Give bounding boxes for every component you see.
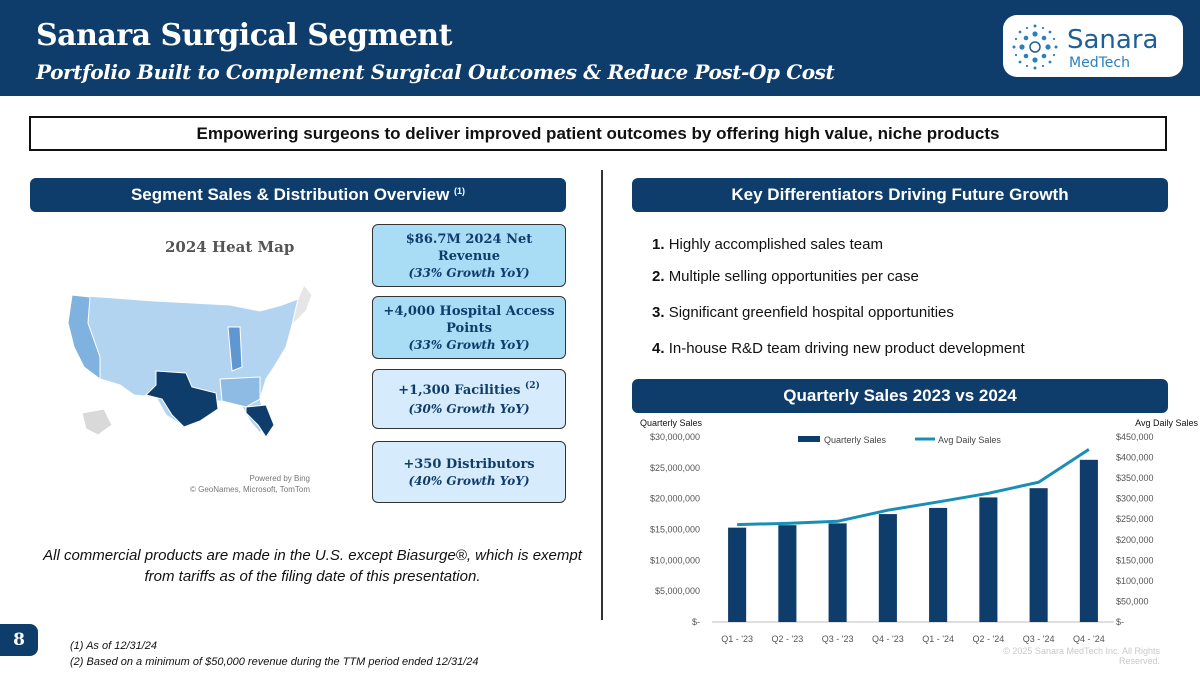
differentiator-4-num: 4. (652, 340, 665, 357)
y-tick-right: $200,000 (1116, 535, 1154, 545)
section-header-chart: Quarterly Sales 2023 vs 2024 (632, 379, 1168, 413)
y-tick-right: $100,000 (1116, 576, 1154, 586)
y-tick-left: $5,000,000 (655, 586, 700, 596)
y-tick-left: $20,000,000 (650, 494, 700, 504)
differentiator-4-text: In-house R&D team driving new product de… (668, 340, 1025, 357)
y-tick-right: $250,000 (1116, 514, 1154, 524)
page-title: Sanara Surgical Segment (36, 18, 452, 53)
x-tick-label: Q4 - '24 (1073, 634, 1105, 644)
map-credit-sources: © GeoNames, Microsoft, TomTom (190, 485, 310, 494)
map-northeast-low (291, 284, 313, 327)
bar-quarterly-sales (728, 527, 747, 622)
x-tick-label: Q1 - '23 (721, 634, 753, 644)
map-midwest-high (227, 326, 243, 372)
map-alaska (81, 408, 113, 436)
bar-quarterly-sales (929, 507, 948, 622)
stat-facilities-footnote: (2) (525, 381, 540, 391)
y-tick-left: $- (692, 617, 700, 627)
bar-quarterly-sales (878, 514, 897, 622)
company-logo: Sanara MedTech (1003, 15, 1183, 77)
y-tick-right: $450,000 (1116, 432, 1154, 442)
stat-hospital-access: +4,000 Hospital Access Points (33% Growt… (372, 296, 566, 359)
y-axis-right-label: Avg Daily Sales (1135, 418, 1198, 428)
y-tick-right: $50,000 (1116, 596, 1149, 606)
stat-hospital-access-growth: (33% Growth YoY) (408, 338, 530, 352)
differentiator-3: 3. Significant greenfield hospital oppor… (652, 304, 954, 321)
map-southeast-mid (219, 376, 261, 408)
differentiator-2-num: 2. (652, 268, 665, 285)
stat-hospital-access-value: +4,000 Hospital Access Points (383, 304, 555, 336)
us-heat-map (67, 284, 313, 438)
header-bar: Sanara Surgical Segment Portfolio Built … (0, 0, 1200, 96)
differentiator-3-num: 3. (652, 304, 665, 321)
differentiator-1-text: Highly accomplished sales team (668, 236, 883, 253)
y-tick-right: $350,000 (1116, 473, 1154, 483)
stat-net-revenue-value: $86.7M 2024 Net Revenue (405, 232, 533, 264)
page-number: 8 (0, 624, 38, 656)
stat-facilities: +1,300 Facilities (2) (30% Growth YoY) (372, 369, 566, 429)
line-avg-daily-sales (737, 448, 1090, 527)
legend-swatch-quarterly-sales (798, 436, 820, 442)
logo-sub: MedTech (1069, 55, 1130, 71)
stat-net-revenue-growth: (33% Growth YoY) (408, 266, 530, 280)
footnote-1: (1) As of 12/31/24 (70, 640, 158, 652)
bar-quarterly-sales (828, 523, 847, 622)
y-tick-right: $- (1116, 617, 1124, 627)
x-tick-label: Q2 - '23 (772, 634, 804, 644)
legend-label-quarterly-sales: Quarterly Sales (824, 435, 887, 445)
differentiator-3-text: Significant greenfield hospital opportun… (668, 304, 954, 321)
differentiator-1-num: 1. (652, 236, 665, 253)
stat-net-revenue: $86.7M 2024 Net Revenue (33% Growth YoY) (372, 224, 566, 287)
logo-dots-icon (1012, 24, 1058, 70)
y-tick-right: $400,000 (1116, 453, 1154, 463)
stat-distributors-value: +350 Distributors (403, 457, 535, 472)
bar-quarterly-sales (1079, 459, 1098, 622)
map-credit-bing: Powered by Bing (249, 474, 310, 483)
differentiator-1: 1. Highly accomplished sales team (652, 236, 883, 253)
section-header-sales: Segment Sales & Distribution Overview (1… (30, 178, 566, 212)
footnote-2: (2) Based on a minimum of $50,000 revenu… (70, 656, 479, 668)
stat-facilities-value: +1,300 Facilities (398, 383, 521, 398)
map-title: 2024 Heat Map (165, 238, 295, 256)
stat-distributors-growth: (40% Growth YoY) (408, 474, 530, 488)
map-west-coast-high (67, 294, 101, 380)
stat-facilities-growth: (30% Growth YoY) (408, 402, 530, 416)
x-tick-label: Q3 - '23 (822, 634, 854, 644)
tariff-note: All commercial products are made in the … (43, 547, 582, 585)
differentiator-2-text: Multiple selling opportunities per case (668, 268, 919, 285)
map-credit: Powered by Bing © GeoNames, Microsoft, T… (180, 473, 310, 495)
stat-distributors: +350 Distributors (40% Growth YoY) (372, 441, 566, 503)
bar-quarterly-sales (979, 497, 998, 622)
x-tick-label: Q2 - '24 (973, 634, 1005, 644)
tagline-banner: Empowering surgeons to deliver improved … (29, 116, 1167, 151)
copyright: © 2025 Sanara MedTech Inc. All Rights Re… (1003, 646, 1160, 666)
page-subtitle: Portfolio Built to Complement Surgical O… (36, 60, 835, 84)
x-tick-label: Q4 - '23 (872, 634, 904, 644)
y-tick-left: $30,000,000 (650, 432, 700, 442)
map-florida-top (245, 404, 275, 438)
map-texas-top (145, 370, 219, 428)
legend-label-avg-daily-sales: Avg Daily Sales (938, 435, 1001, 445)
stat-facilities-row: +1,300 Facilities (2) (373, 381, 565, 401)
y-tick-right: $300,000 (1116, 494, 1154, 504)
column-divider (601, 170, 603, 620)
bar-quarterly-sales (778, 525, 797, 622)
y-tick-left: $15,000,000 (650, 525, 700, 535)
quarterly-sales-chart: Quarterly Sales Avg Daily Sales $- $5,000,0… (640, 418, 1198, 644)
differentiator-4: 4. In-house R&D team driving new product… (652, 340, 1025, 357)
y-axis-left-label: Quarterly Sales (640, 418, 703, 428)
differentiator-2: 2. Multiple selling opportunities per ca… (652, 268, 919, 285)
y-tick-right: $150,000 (1116, 555, 1154, 565)
x-tick-label: Q3 - '24 (1023, 634, 1055, 644)
section-header-differentiators: Key Differentiators Driving Future Growt… (632, 178, 1168, 212)
bar-quarterly-sales (1029, 488, 1048, 622)
section-header-sales-label: Segment Sales & Distribution Overview (130, 185, 450, 204)
x-tick-label: Q1 - '24 (922, 634, 954, 644)
logo-name: Sanara (1067, 25, 1159, 55)
y-tick-left: $10,000,000 (650, 555, 700, 565)
section-header-sales-footnote: (1) (454, 186, 466, 196)
y-tick-left: $25,000,000 (650, 463, 700, 473)
